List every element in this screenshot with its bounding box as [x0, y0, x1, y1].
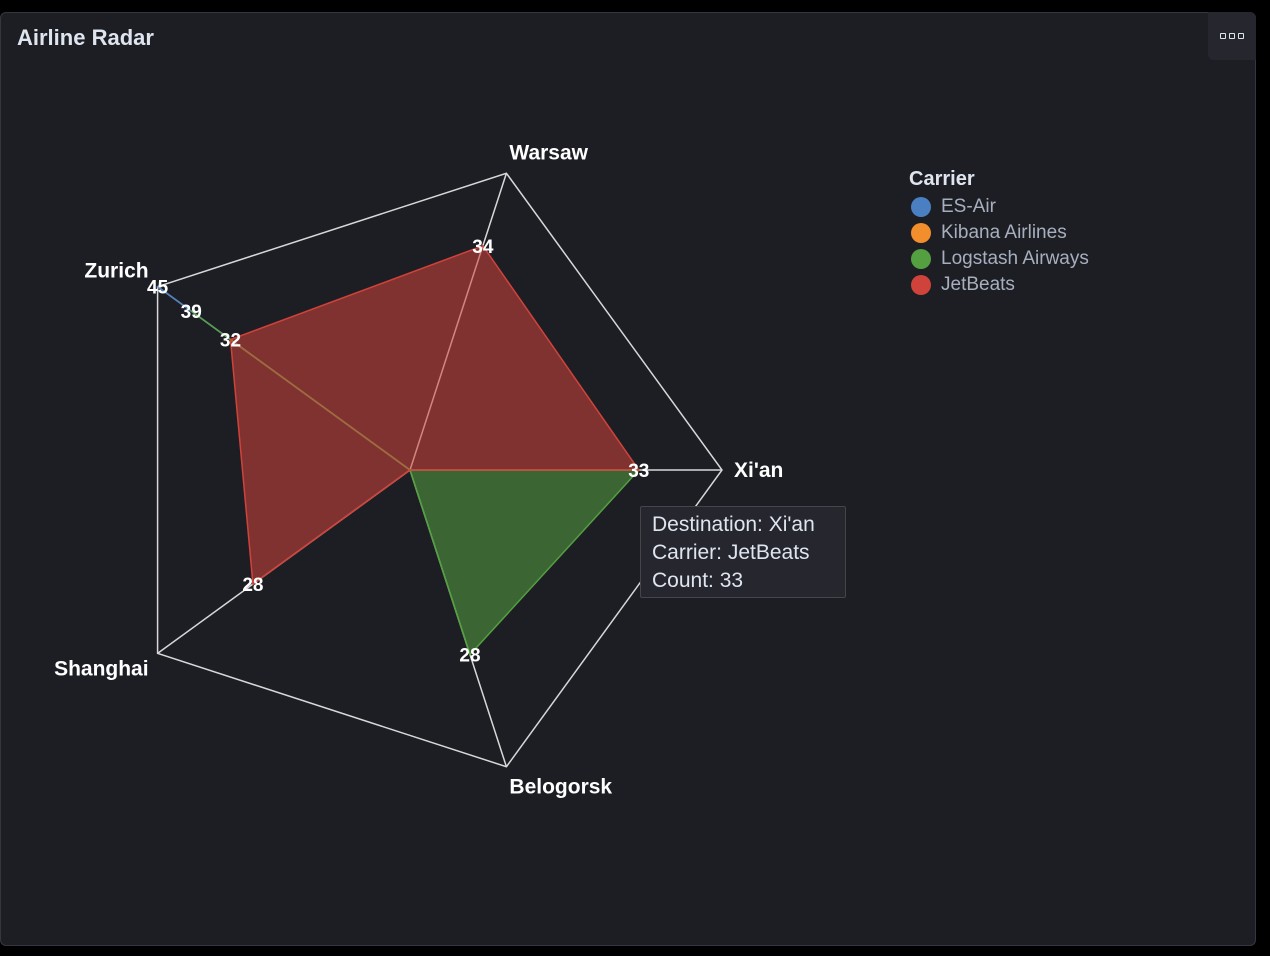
legend-swatch-icon: [911, 275, 931, 295]
legend: Carrier ES-Air Kibana Airlines Logstash Ai…: [909, 168, 1089, 298]
legend-swatch-icon: [911, 223, 931, 243]
tooltip: Destination: Xi'an Carrier: JetBeats Cou…: [640, 506, 846, 598]
tooltip-destination: Destination: Xi'an: [652, 513, 815, 536]
value-label-belogorsk-28-5: 28: [459, 646, 480, 667]
legend-label: ES-Air: [941, 196, 996, 217]
axis-label-belogorsk: Belogorsk: [509, 776, 612, 799]
value-label-warsaw-34-3: 34: [472, 237, 494, 258]
axis-label-zurich: Zurich: [84, 260, 148, 283]
radar-series-areas: [156, 245, 640, 656]
radar-outer-ring: [156, 172, 723, 768]
tooltip-count: Count: 33: [652, 569, 744, 592]
radar-axis-labels: Warsaw Xi'an Belogorsk Shanghai Zurich: [54, 141, 783, 798]
legend-title: Carrier: [909, 168, 975, 190]
panel-title: Airline Radar: [17, 25, 154, 50]
value-label-zurich-45-0: 45: [147, 278, 169, 299]
legend-label: JetBeats: [941, 274, 1015, 295]
value-label-zurich-39-1: 39: [181, 302, 202, 323]
axis-label-shanghai: Shanghai: [54, 657, 149, 680]
axis-label-warsaw: Warsaw: [509, 141, 588, 164]
value-label-shanghai-28-6: 28: [242, 575, 263, 596]
legend-swatch-icon: [911, 197, 931, 217]
options-menu-icon[interactable]: [1208, 12, 1256, 60]
tooltip-carrier: Carrier: JetBeats: [652, 541, 810, 564]
series-area-jetbeats: [229, 245, 640, 585]
legend-items: ES-Air Kibana Airlines Logstash Airways Jet…: [909, 194, 1089, 298]
legend-item-kibana-airlines[interactable]: Kibana Airlines: [909, 220, 1089, 246]
axis-label-xi-an: Xi'an: [734, 459, 783, 482]
legend-label: Kibana Airlines: [941, 222, 1067, 243]
legend-swatch-icon: [911, 249, 931, 269]
legend-item-es-air[interactable]: ES-Air: [909, 194, 1089, 220]
legend-item-jetbeats[interactable]: JetBeats: [909, 272, 1089, 298]
radar-value-labels: 45 39 32 34 33 28 28: [147, 237, 649, 667]
value-label-zurich-32-2: 32: [220, 331, 241, 352]
legend-item-logstash-airways[interactable]: Logstash Airways: [909, 246, 1089, 272]
legend-label: Logstash Airways: [941, 248, 1089, 269]
value-label-xi-an-33-4: 33: [628, 461, 649, 482]
